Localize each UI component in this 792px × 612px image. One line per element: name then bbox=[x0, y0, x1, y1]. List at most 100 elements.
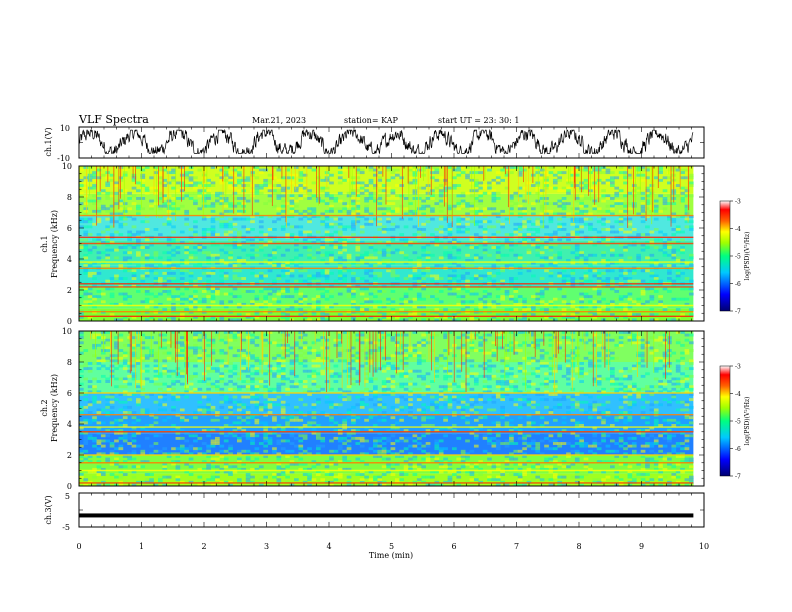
spectrogram-cell bbox=[517, 225, 523, 229]
spectrogram-cell bbox=[263, 181, 269, 185]
spectrogram-cell bbox=[403, 243, 409, 247]
spectrogram-cell bbox=[307, 233, 312, 237]
spectrogram-cell bbox=[215, 197, 220, 200]
spectrogram-cell bbox=[201, 421, 207, 425]
spectrogram-cell bbox=[166, 290, 172, 293]
spectrogram-cell bbox=[175, 287, 181, 291]
spectrogram-cell bbox=[258, 297, 264, 301]
spectrogram-cell bbox=[219, 168, 225, 172]
spectrogram-cell bbox=[223, 233, 229, 237]
spectrogram-cell bbox=[535, 166, 541, 169]
spectrogram-cell bbox=[232, 318, 238, 322]
spectrogram-cell bbox=[241, 240, 247, 244]
spectrogram-cell bbox=[311, 277, 317, 280]
spectrogram-cell bbox=[87, 292, 93, 296]
spectrogram-cell bbox=[171, 318, 176, 322]
spectrogram-cell bbox=[289, 424, 295, 427]
spectrogram-cell bbox=[640, 209, 646, 213]
spectrogram-cell bbox=[179, 230, 185, 234]
spectrogram-cell bbox=[359, 478, 365, 482]
spectrogram-cell bbox=[465, 212, 470, 216]
spectrogram-cell bbox=[601, 251, 606, 255]
spectrogram-cell bbox=[535, 243, 541, 247]
spectrogram-cell bbox=[636, 212, 642, 216]
spectrogram-cell bbox=[87, 421, 93, 425]
spectrogram-cell bbox=[605, 259, 611, 262]
spectrogram-cell bbox=[434, 178, 440, 182]
spectrogram-cell bbox=[219, 199, 225, 203]
spectrogram-cell bbox=[557, 225, 563, 229]
spectrogram-cell bbox=[285, 279, 290, 283]
spectrogram-cell bbox=[122, 292, 128, 296]
spectrogram-cell bbox=[596, 215, 602, 218]
spectrogram-cell bbox=[667, 246, 672, 249]
spectrogram-cell bbox=[570, 233, 576, 237]
spectrogram-cell bbox=[667, 290, 672, 293]
spectrogram-cell bbox=[452, 186, 457, 190]
spectrogram-cell bbox=[570, 315, 576, 319]
spectrogram-cell bbox=[443, 186, 448, 190]
spectrogram-cell bbox=[346, 194, 352, 198]
spectrogram-cell bbox=[298, 380, 304, 383]
spectrogram-cell bbox=[114, 230, 119, 234]
spectrogram-cell bbox=[280, 356, 286, 360]
spectrogram-cell bbox=[294, 264, 299, 268]
spectrogram-cell bbox=[320, 274, 326, 278]
spectrogram-cell bbox=[162, 367, 168, 371]
spectrogram-cell bbox=[381, 462, 387, 466]
spectrogram-cell bbox=[232, 222, 238, 226]
spectrogram-cell bbox=[368, 194, 374, 198]
spectrogram-cell bbox=[210, 473, 216, 476]
spectrogram-cell bbox=[131, 186, 137, 190]
spectrogram-cell bbox=[579, 217, 584, 221]
spectrogram-cell bbox=[219, 455, 225, 458]
spectrogram-cell bbox=[412, 212, 418, 216]
spectrogram-cell bbox=[272, 416, 277, 420]
spectrogram-cell bbox=[416, 277, 422, 280]
spectrogram-cell bbox=[188, 240, 194, 244]
spectrogram-cell bbox=[539, 292, 545, 296]
spectrogram-cell bbox=[131, 308, 137, 311]
spectrogram-cell bbox=[684, 207, 690, 211]
spectrogram-cell bbox=[232, 295, 238, 299]
spectrogram-cell bbox=[447, 240, 453, 244]
spectrogram-cell bbox=[162, 178, 168, 182]
spectrogram-cell bbox=[105, 367, 111, 371]
colorbar-tick-label: -7 bbox=[735, 309, 741, 316]
spectrogram-cell bbox=[473, 243, 479, 247]
spectrogram-cell bbox=[223, 449, 229, 453]
spectrogram-cell bbox=[627, 292, 633, 296]
spectrogram-cell bbox=[131, 393, 137, 396]
spectrogram-cell bbox=[302, 364, 308, 368]
spectrogram-cell bbox=[302, 380, 308, 383]
spectrogram-cell bbox=[87, 251, 93, 255]
spectrogram-cell bbox=[232, 274, 238, 278]
spectrogram-cell bbox=[337, 372, 343, 376]
spectrogram-cell bbox=[500, 313, 505, 317]
spectrogram-cell bbox=[460, 287, 466, 291]
spectrogram-cell bbox=[465, 279, 470, 283]
spectrogram-cell bbox=[285, 439, 290, 443]
spectrogram-cell bbox=[232, 429, 238, 433]
spectrogram-cell bbox=[684, 212, 690, 216]
spectrogram-cell bbox=[100, 439, 106, 443]
spectrogram-cell bbox=[601, 171, 606, 175]
spectrogram-cell bbox=[504, 240, 510, 244]
spectrogram-cell bbox=[157, 408, 163, 412]
spectrogram-cell bbox=[557, 222, 563, 226]
spectrogram-cell bbox=[96, 212, 102, 216]
spectrogram-cell bbox=[324, 395, 330, 399]
spectrogram-cell bbox=[223, 274, 229, 278]
spectrogram-cell bbox=[548, 220, 554, 224]
spectrogram-cell bbox=[544, 173, 549, 177]
spectrogram-cell bbox=[276, 465, 282, 469]
spectrogram-cell bbox=[131, 343, 137, 347]
spectrogram-cell bbox=[627, 305, 633, 309]
spectrogram-cell bbox=[179, 436, 185, 440]
spectrogram-cell bbox=[131, 176, 137, 180]
spectrogram-cell bbox=[408, 259, 413, 262]
spectrogram-cell bbox=[438, 199, 444, 203]
ch1-waveform-trace bbox=[78, 128, 694, 155]
spectrogram-cell bbox=[193, 181, 198, 185]
spectrogram-cell bbox=[671, 297, 677, 301]
